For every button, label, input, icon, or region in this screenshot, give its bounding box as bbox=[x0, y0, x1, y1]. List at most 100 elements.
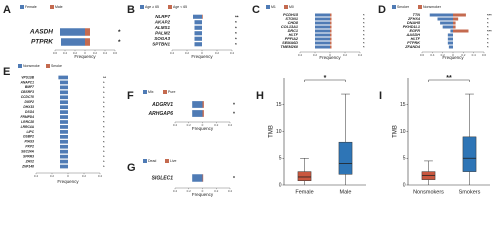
significance-mark: * bbox=[233, 176, 235, 182]
gene-label: PCDH15 bbox=[283, 13, 299, 17]
gene-label: CBSRF3 bbox=[21, 90, 34, 94]
bar bbox=[330, 21, 332, 25]
significance-mark: * bbox=[233, 102, 235, 108]
legend-swatch bbox=[165, 159, 169, 163]
bar bbox=[202, 101, 204, 108]
x-tick-label: Female bbox=[295, 189, 313, 195]
significance-mark: * bbox=[103, 159, 105, 164]
bar bbox=[315, 41, 330, 45]
y-tick-label: 0 bbox=[279, 182, 282, 188]
legend-swatch bbox=[20, 5, 24, 9]
gene-label: ZNF148 bbox=[21, 164, 34, 168]
legend-swatch bbox=[140, 5, 144, 9]
bar bbox=[453, 13, 466, 17]
significance-mark: * bbox=[103, 149, 105, 154]
x-tick-label: 0 bbox=[201, 51, 203, 55]
legend-label: M1 bbox=[271, 5, 276, 9]
x-tick-label: 0 bbox=[67, 174, 69, 178]
gene-label: STON1 bbox=[285, 17, 298, 21]
gene-label: NLRP7 bbox=[155, 14, 170, 19]
gene-label: DSG4 bbox=[25, 110, 34, 114]
legend-label: Smoke bbox=[51, 64, 62, 68]
x-tick-label: Nonsmokers bbox=[413, 189, 444, 195]
significance-mark: * bbox=[487, 41, 489, 46]
gene-label: SPRR3 bbox=[23, 155, 34, 159]
x-tick-label: 0 bbox=[202, 123, 204, 127]
significance-mark: * bbox=[103, 164, 105, 169]
gene-label: SOGA3 bbox=[154, 36, 170, 41]
x-axis-title: Frequency bbox=[192, 126, 214, 131]
gene-label: DNAH5 bbox=[407, 21, 421, 25]
x-tick-label: 0.2 bbox=[187, 123, 192, 127]
legend-label: Female bbox=[25, 5, 37, 9]
x-tick-label: 0 bbox=[202, 189, 204, 193]
bar bbox=[448, 45, 453, 49]
bar bbox=[447, 37, 453, 41]
bar bbox=[194, 42, 202, 47]
bar bbox=[60, 120, 68, 124]
y-axis-title: TMB bbox=[269, 125, 275, 138]
bar bbox=[315, 45, 330, 49]
significance-mark: * bbox=[235, 36, 237, 41]
significance-bracket bbox=[428, 79, 470, 82]
significance-mark: * bbox=[103, 100, 105, 105]
significance-mark: * bbox=[363, 29, 365, 34]
x-tick-label: 0.6 bbox=[113, 51, 118, 55]
gene-label: ARHGAP6 bbox=[148, 111, 174, 117]
bar bbox=[440, 21, 453, 25]
gene-label: TTN bbox=[413, 13, 421, 17]
x-tick-label: 0.2 bbox=[441, 53, 446, 57]
gene-label: TMEM260 bbox=[280, 45, 298, 49]
significance-mark: * bbox=[363, 45, 365, 50]
gene-label: ZFAND4 bbox=[404, 45, 421, 49]
y-tick-label: 10 bbox=[276, 129, 282, 135]
legend-label: Male bbox=[55, 5, 63, 9]
bar bbox=[315, 25, 330, 29]
significance-mark: * bbox=[235, 25, 237, 30]
significance-mark: * bbox=[118, 29, 121, 36]
y-tick-label: 5 bbox=[279, 156, 282, 162]
significance-mark: * bbox=[103, 120, 105, 125]
legend-swatch bbox=[266, 5, 270, 9]
legend-label: Dead bbox=[148, 159, 156, 163]
bar bbox=[192, 110, 203, 117]
bar bbox=[60, 159, 68, 164]
significance-mark: * bbox=[363, 41, 365, 46]
gene-label: DRC1 bbox=[288, 29, 298, 33]
significance-mark: * bbox=[103, 80, 105, 85]
legend-label: Age ≥ 65 bbox=[145, 5, 159, 9]
x-tick-label: 0.2 bbox=[50, 174, 55, 178]
gene-label: EGFR bbox=[409, 29, 420, 33]
box bbox=[297, 171, 312, 181]
bar bbox=[60, 154, 68, 159]
bar bbox=[194, 20, 202, 25]
bar bbox=[330, 37, 332, 41]
panel-label: E bbox=[3, 66, 10, 78]
x-tick-label: 0.2 bbox=[73, 51, 78, 55]
bar bbox=[315, 33, 330, 37]
gene-label: COL13A1 bbox=[281, 25, 298, 29]
gene-label: FRMPD4 bbox=[20, 115, 34, 119]
x-tick-label: 0.2 bbox=[82, 174, 87, 178]
bar bbox=[202, 14, 203, 19]
panel-label: C bbox=[252, 4, 260, 16]
y-tick-label: 15 bbox=[400, 102, 406, 108]
gene-label: ZFHX4 bbox=[407, 17, 421, 21]
legend-swatch bbox=[18, 64, 22, 68]
significance-mark: *** bbox=[487, 13, 492, 18]
x-axis-title: Frequency bbox=[74, 54, 96, 59]
x-tick-label: 0.2 bbox=[343, 53, 348, 57]
x-tick-label: 0.2 bbox=[215, 51, 220, 55]
significance-mark: ** bbox=[103, 75, 107, 80]
x-tick-label: 0.4 bbox=[472, 53, 477, 57]
x-axis-title: Frequency bbox=[319, 55, 341, 60]
significance-mark: ** bbox=[235, 14, 239, 19]
gene-label: DISP2 bbox=[24, 100, 34, 104]
significance-bracket bbox=[304, 79, 346, 82]
significance-mark: * bbox=[235, 20, 237, 25]
bar bbox=[60, 164, 68, 169]
bar bbox=[60, 90, 68, 95]
page: {"chart_data": [ {"type": "butterfly", "… bbox=[3, 3, 493, 198]
bar bbox=[453, 17, 459, 21]
